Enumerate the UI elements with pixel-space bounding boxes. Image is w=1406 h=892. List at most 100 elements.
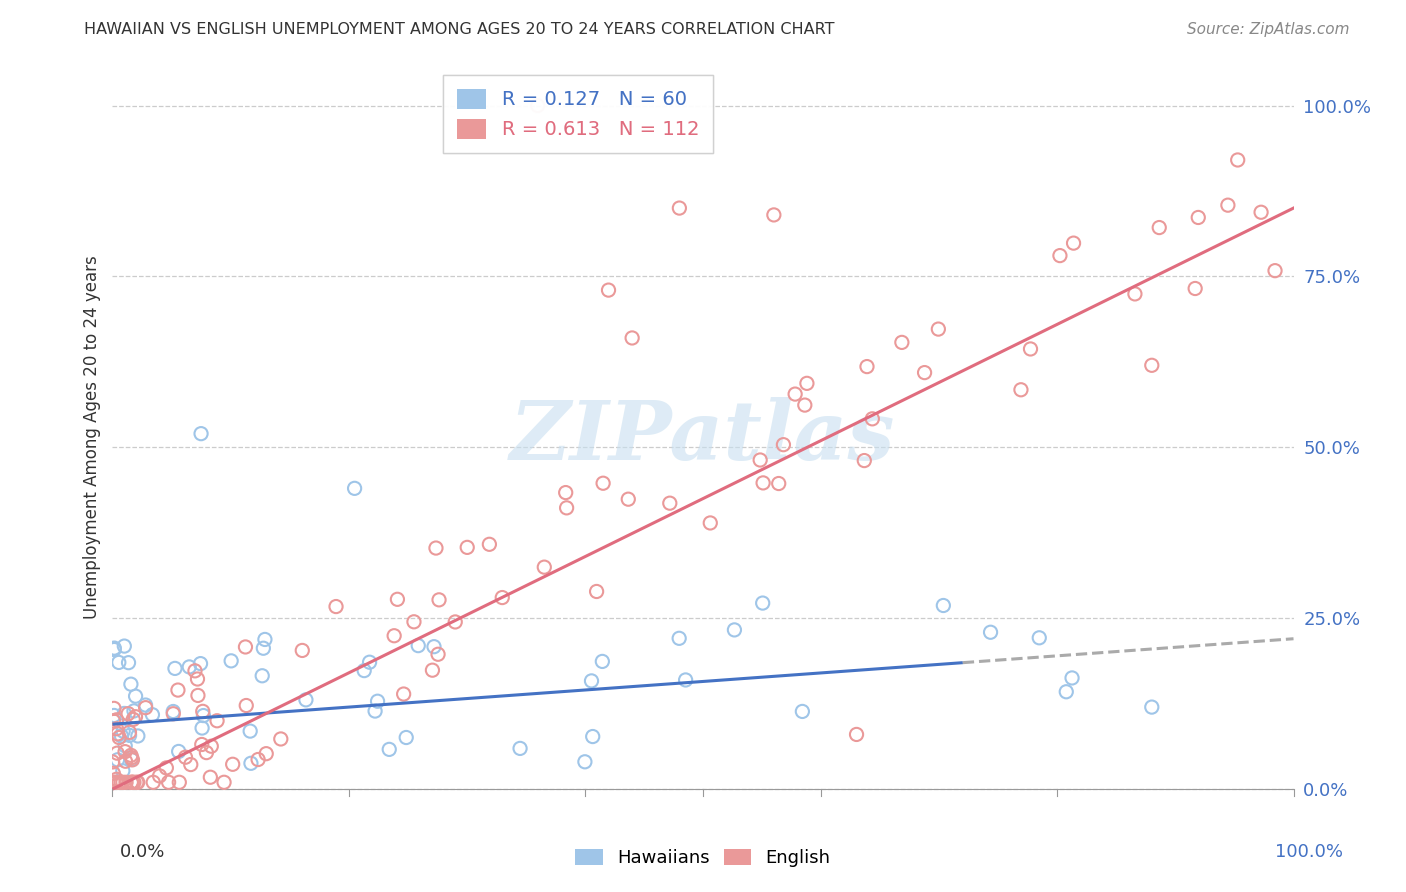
Point — [135, 698, 157, 712]
Point — [111, 775, 134, 789]
Point — [103, 701, 125, 715]
Point — [581, 673, 603, 688]
Point — [395, 731, 418, 745]
Point — [186, 672, 208, 686]
Point — [478, 537, 501, 551]
Point — [752, 475, 775, 490]
Point — [195, 746, 218, 760]
Point — [120, 748, 142, 763]
Point — [406, 639, 429, 653]
Point — [378, 742, 401, 756]
Point — [163, 661, 186, 675]
Point — [157, 775, 180, 789]
Point — [422, 663, 444, 677]
Point — [105, 772, 128, 787]
Point — [668, 632, 690, 646]
Point — [105, 722, 128, 736]
Point — [427, 647, 450, 661]
Point — [212, 775, 235, 789]
Point — [621, 331, 644, 345]
Point — [533, 560, 555, 574]
Point — [120, 677, 142, 691]
Point — [184, 664, 207, 678]
Point — [115, 775, 138, 789]
Point — [108, 775, 131, 789]
Point — [574, 755, 596, 769]
Point — [658, 496, 681, 510]
Point — [792, 705, 814, 719]
Point — [751, 596, 773, 610]
Point — [270, 731, 292, 746]
Point — [167, 683, 190, 698]
Point — [105, 775, 128, 789]
Point — [675, 673, 697, 687]
Point — [114, 754, 136, 768]
Point — [1140, 359, 1163, 373]
Point — [402, 615, 425, 629]
Point — [353, 664, 375, 678]
Legend: R = 0.127   N = 60, R = 0.613   N = 112: R = 0.127 N = 60, R = 0.613 N = 112 — [443, 75, 713, 153]
Point — [122, 704, 145, 718]
Point — [932, 599, 955, 613]
Point — [127, 729, 149, 743]
Text: 0.0%: 0.0% — [120, 843, 165, 861]
Point — [382, 629, 405, 643]
Point — [785, 387, 807, 401]
Point — [167, 744, 190, 758]
Point — [135, 700, 157, 714]
Point — [127, 775, 149, 789]
Point — [668, 201, 690, 215]
Point — [1250, 205, 1272, 219]
Point — [105, 775, 128, 789]
Point — [585, 584, 607, 599]
Point — [845, 727, 868, 741]
Point — [114, 745, 136, 759]
Point — [200, 739, 222, 754]
Point — [121, 753, 143, 767]
Point — [1063, 236, 1085, 251]
Point — [103, 708, 125, 723]
Point — [180, 757, 202, 772]
Point — [591, 655, 613, 669]
Point — [191, 721, 214, 735]
Legend: Hawaiians, English: Hawaiians, English — [568, 841, 838, 874]
Point — [1140, 700, 1163, 714]
Point — [367, 694, 389, 708]
Point — [250, 669, 273, 683]
Point — [914, 366, 936, 380]
Point — [598, 283, 620, 297]
Point — [1028, 631, 1050, 645]
Point — [1187, 211, 1209, 225]
Point — [860, 412, 883, 426]
Point — [793, 398, 815, 412]
Point — [118, 728, 141, 742]
Point — [103, 641, 125, 656]
Point — [252, 641, 274, 656]
Text: HAWAIIAN VS ENGLISH UNEMPLOYMENT AMONG AGES 20 TO 24 YEARS CORRELATION CHART: HAWAIIAN VS ENGLISH UNEMPLOYMENT AMONG A… — [84, 22, 835, 37]
Point — [325, 599, 347, 614]
Point — [1010, 383, 1032, 397]
Point — [1226, 153, 1249, 167]
Point — [219, 654, 242, 668]
Point — [853, 453, 876, 467]
Point — [387, 592, 409, 607]
Point — [121, 753, 143, 767]
Point — [124, 689, 146, 703]
Point — [117, 706, 139, 721]
Y-axis label: Unemployment Among Ages 20 to 24 years: Unemployment Among Ages 20 to 24 years — [83, 255, 101, 619]
Point — [1184, 281, 1206, 295]
Point — [423, 640, 446, 654]
Text: 100.0%: 100.0% — [1275, 843, 1343, 861]
Point — [121, 750, 143, 764]
Point — [114, 739, 136, 753]
Point — [526, 98, 548, 112]
Point — [110, 775, 132, 789]
Point — [392, 687, 415, 701]
Point — [1019, 342, 1042, 356]
Point — [103, 766, 125, 780]
Point — [749, 453, 772, 467]
Point — [762, 208, 785, 222]
Point — [980, 625, 1002, 640]
Point — [112, 706, 135, 721]
Point — [1049, 249, 1071, 263]
